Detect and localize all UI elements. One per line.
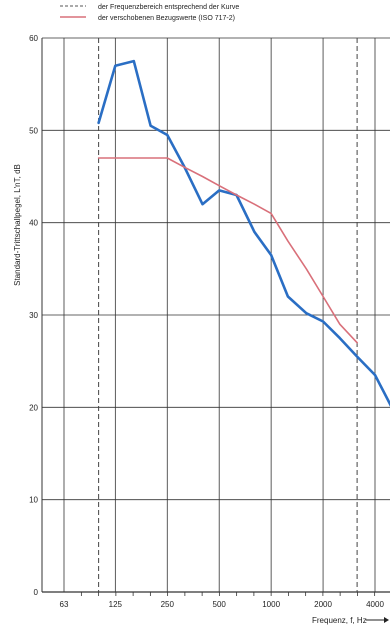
legend-entry-solid: der verschobenen Bezugswerte (ISO 717-2) [98,15,235,22]
grid [41,37,390,596]
y-tick-label: 30 [29,311,38,320]
y-tick-label: 10 [29,496,38,505]
x-tick-labels: 63 125 250 500 1000 2000 4000 [60,600,385,609]
x-tick-label: 1000 [262,600,280,609]
legend: der Frequenzbereich entsprechend der Kur… [60,4,239,22]
measured-curve [97,59,390,407]
x-tick-label: 500 [213,600,227,609]
y-tick-label: 0 [34,588,39,597]
legend-entry-dashed: der Frequenzbereich entsprechend der Kur… [98,4,239,11]
reference-curve [97,157,358,344]
x-tick-label: 2000 [314,600,332,609]
series-lines [97,59,390,407]
y-tick-label: 20 [29,403,38,412]
x-axis-label: Frequenz, f, Hz [312,616,367,625]
y-tick-label: 60 [29,34,38,43]
x-tick-label: 4000 [366,600,384,609]
frequency-range-markers [98,38,358,592]
x-tick-label: 63 [60,600,69,609]
y-tick-label: 50 [29,126,38,135]
x-tick-label: 250 [161,600,175,609]
y-tick-labels: 0 10 20 30 40 50 60 [29,34,38,597]
y-tick-label: 40 [29,219,38,228]
x-axis-arrow [366,617,389,623]
x-tick-label: 125 [109,600,123,609]
y-axis-label: Standard-Trittschallpegel, L'nT, dB [13,164,22,286]
